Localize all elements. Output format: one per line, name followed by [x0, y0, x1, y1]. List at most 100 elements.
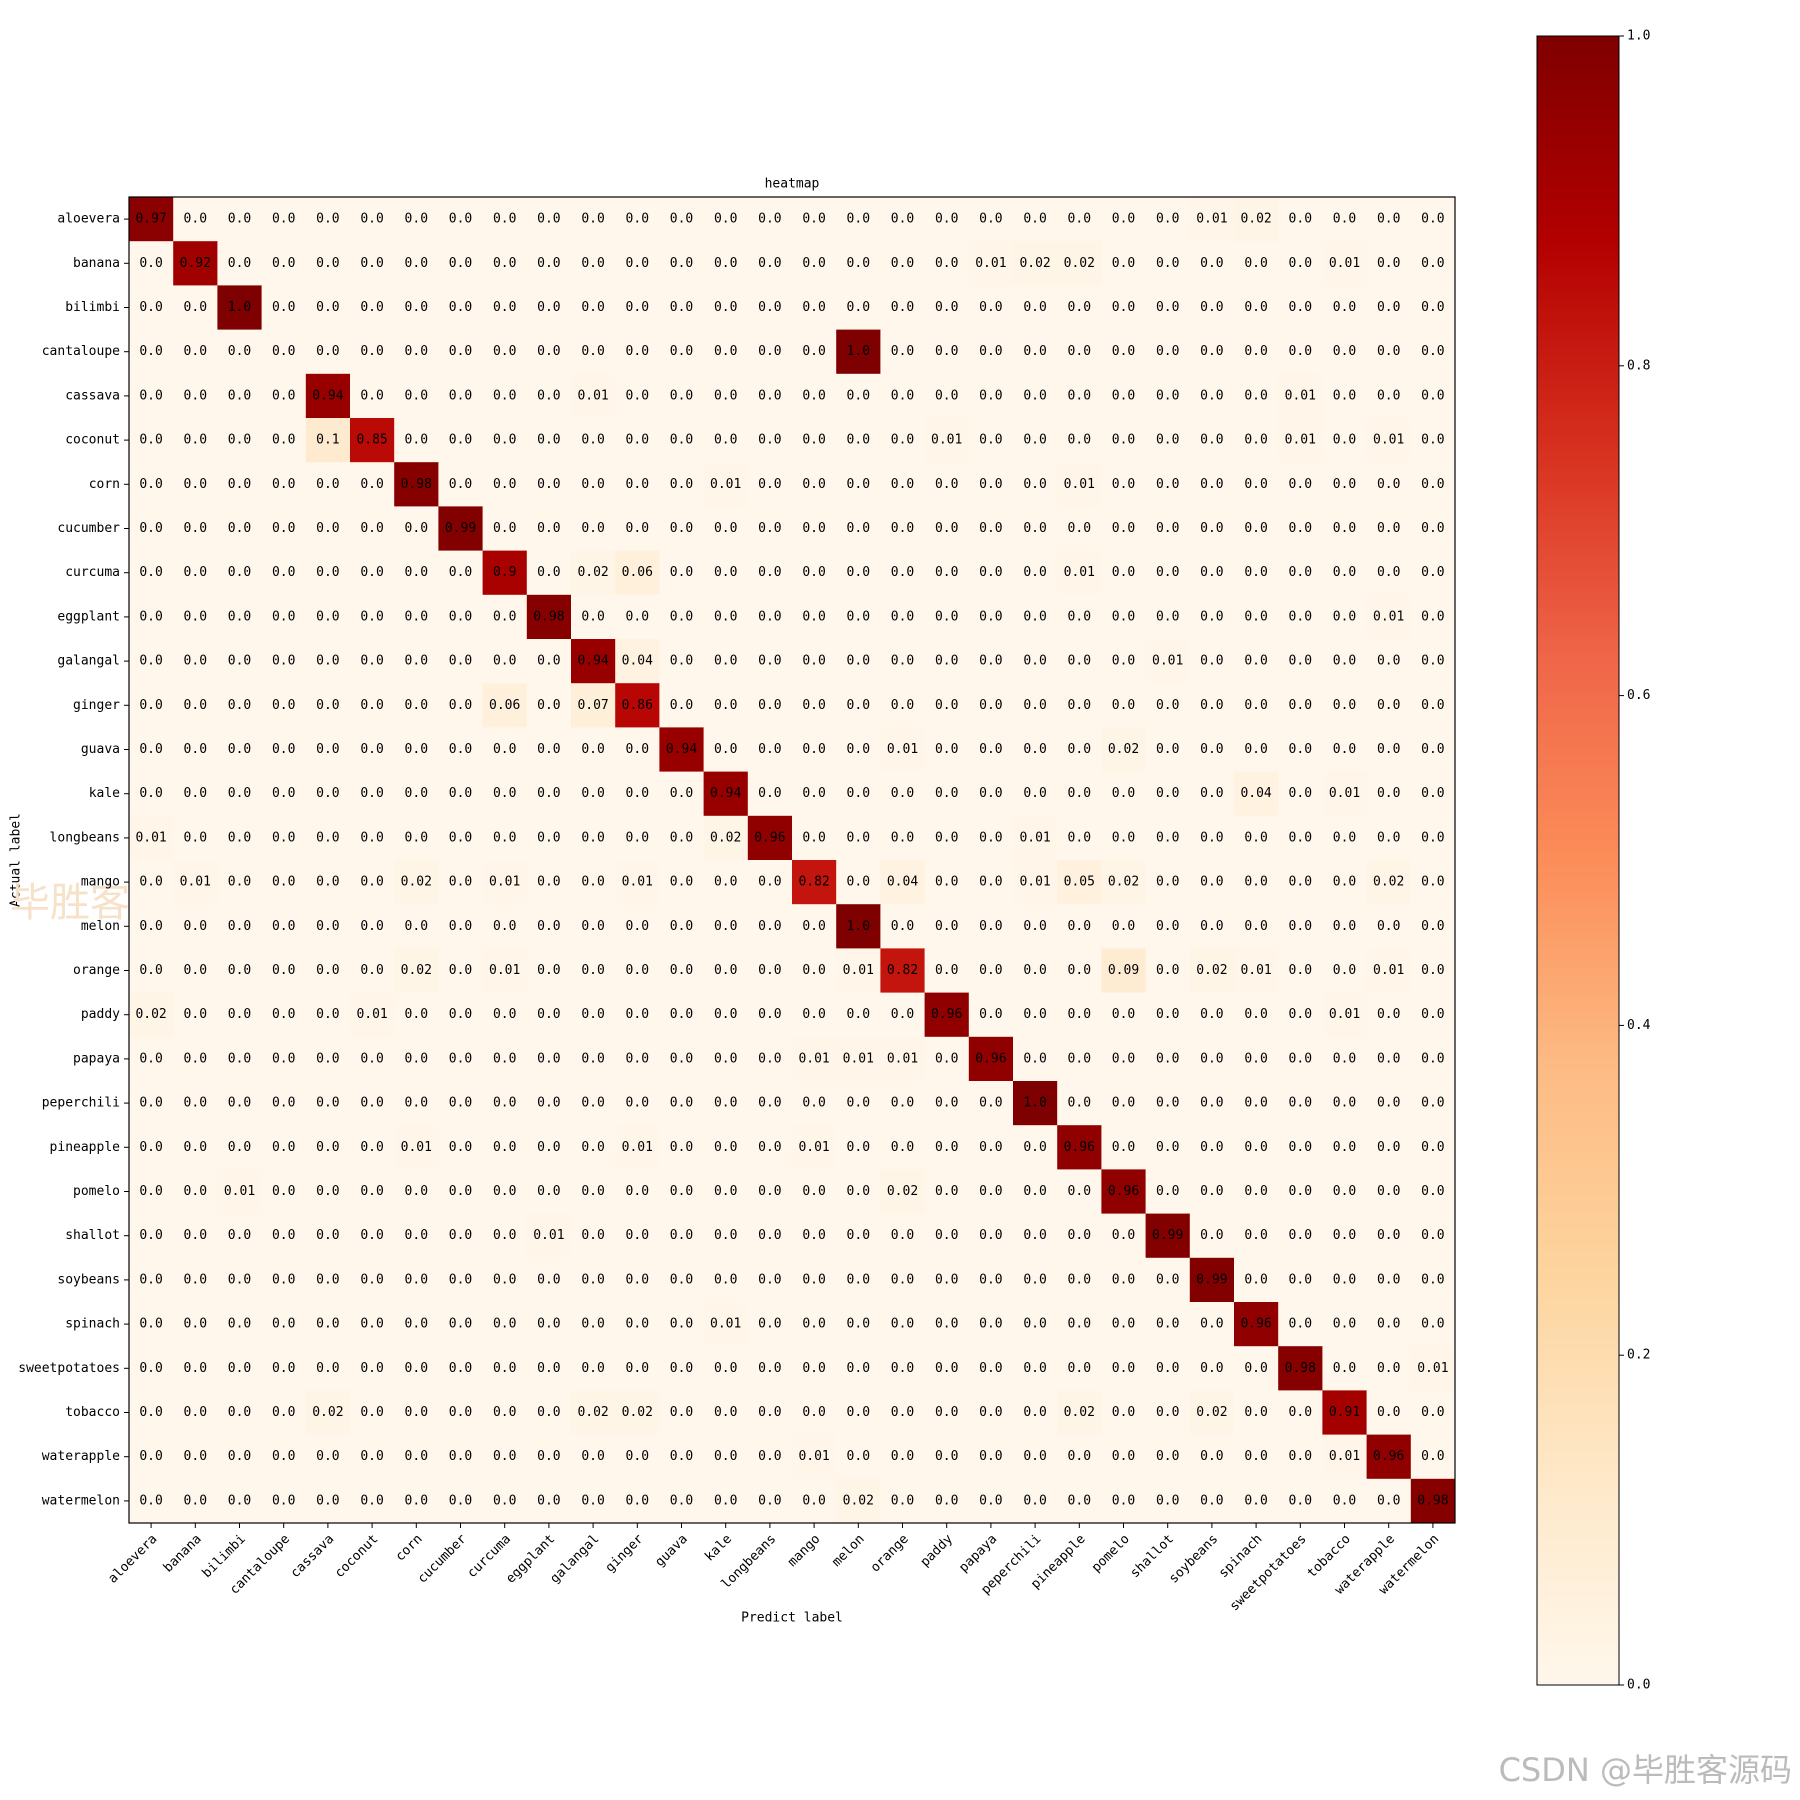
heatmap-cell: [1189, 948, 1235, 994]
colorbar-tick-label: 0.4: [1627, 1018, 1651, 1033]
heatmap-cell: [1366, 1478, 1412, 1524]
heatmap-cell: [1101, 727, 1147, 773]
heatmap-cell: [703, 948, 749, 994]
heatmap-cell: [1278, 1302, 1323, 1347]
cell-label: 0.0: [139, 654, 162, 669]
heatmap-cell: [792, 418, 837, 463]
heatmap-cell: [659, 904, 705, 949]
cell-label: 0.0: [184, 1405, 207, 1420]
heatmap-cell: [1278, 285, 1323, 331]
heatmap-cell: [659, 1169, 705, 1215]
heatmap-cell: [924, 904, 970, 949]
heatmap-cell: [1234, 594, 1279, 640]
cell-label: 0.0: [581, 1051, 604, 1066]
cell-label: 0.0: [847, 1184, 870, 1199]
heatmap-cell: [1278, 329, 1323, 375]
cell-label: 0.0: [847, 1007, 870, 1022]
heatmap-cell: [438, 1478, 484, 1524]
heatmap-cell: [747, 1346, 793, 1391]
cell-label: 0.0: [758, 433, 781, 448]
heatmap-cell: [968, 285, 1014, 331]
cell-label: 0.0: [405, 1361, 428, 1376]
cell-label: 0.0: [228, 963, 251, 978]
heatmap-cell: [217, 373, 263, 419]
heatmap-cell: [703, 1257, 749, 1303]
heatmap-cell: [1189, 1434, 1235, 1480]
heatmap-cell: [792, 506, 837, 552]
cell-label: 0.01: [489, 875, 520, 890]
cell-label: 0.0: [1421, 654, 1444, 669]
heatmap-cell: [438, 550, 484, 596]
heatmap-cell: [217, 197, 263, 242]
cell-label: 0.0: [758, 609, 781, 624]
cell-label: 0.0: [493, 1317, 516, 1332]
heatmap-cell: [1234, 418, 1279, 463]
cell-label: 0.0: [1244, 1096, 1267, 1111]
heatmap-cell: [129, 1302, 174, 1347]
cell-label: 0.0: [1156, 1493, 1179, 1508]
cell-label: 0.0: [935, 521, 958, 536]
heatmap-cell: [482, 860, 528, 905]
heatmap-cell: [659, 771, 705, 817]
cell-label: 0.0: [537, 875, 560, 890]
cell-label: 0.01: [401, 1140, 432, 1155]
cell-label: 0.0: [1112, 1449, 1135, 1464]
cell-label: 0.0: [1333, 1317, 1356, 1332]
cell-label: 0.0: [184, 1493, 207, 1508]
cell-label: 0.0: [802, 477, 825, 492]
cell-label: 0.0: [1421, 919, 1444, 934]
cell-label: 0.0: [802, 344, 825, 359]
cell-label: 0.0: [1377, 212, 1400, 227]
cell-label: 0.0: [802, 300, 825, 315]
cell-label: 0.0: [891, 565, 914, 580]
cell-label: 0.0: [581, 919, 604, 934]
cell-label: 0.0: [1023, 212, 1046, 227]
heatmap-cell: [305, 1213, 351, 1259]
cell-label: 0.0: [1244, 609, 1267, 624]
heatmap-cell: [1322, 1302, 1368, 1347]
heatmap-cell: [1410, 1257, 1456, 1303]
heatmap-cell: [1189, 904, 1235, 949]
cell-label: 0.0: [1289, 698, 1312, 713]
heatmap-cell: [1234, 1213, 1279, 1259]
heatmap-cell: [703, 285, 749, 331]
heatmap-cell: [792, 197, 837, 242]
cell-label: 0.0: [405, 1493, 428, 1508]
heatmap-cell: [703, 550, 749, 596]
heatmap-cell: [571, 727, 616, 773]
cell-label: 0.0: [405, 256, 428, 271]
cell-label: 0.0: [1156, 742, 1179, 757]
heatmap-cell: [1013, 815, 1058, 861]
heatmap-cell: [747, 904, 793, 949]
heatmap-cell: [1410, 462, 1456, 507]
heatmap-cell: [1101, 1169, 1147, 1215]
cell-label: 0.0: [1377, 654, 1400, 669]
cell-label: 0.0: [1156, 830, 1179, 845]
cell-label: 0.1: [316, 433, 339, 448]
heatmap-cell: [792, 683, 837, 728]
heatmap-cell: [1145, 197, 1191, 242]
heatmap-cell: [173, 1036, 218, 1082]
cell-label: 0.0: [537, 1493, 560, 1508]
heatmap-cell: [438, 1213, 484, 1259]
cell-label: 0.0: [714, 963, 737, 978]
heatmap-cell: [880, 1302, 926, 1347]
heatmap-cell: [1145, 1434, 1191, 1480]
cell-label: 0.0: [228, 1405, 251, 1420]
heatmap-cell: [438, 815, 484, 861]
heatmap-cell: [1101, 462, 1147, 507]
cell-label: 0.0: [537, 1317, 560, 1332]
cell-label: 0.0: [1333, 1140, 1356, 1155]
cell-label: 0.94: [710, 786, 741, 801]
cell-label: 0.0: [184, 1228, 207, 1243]
heatmap-cell: [571, 1346, 616, 1391]
heatmap-cell: [173, 904, 218, 949]
cell-label: 0.04: [887, 875, 918, 890]
cell-label: 0.0: [537, 1096, 560, 1111]
cell-label: 0.01: [798, 1140, 829, 1155]
heatmap-cell: [968, 639, 1014, 684]
cell-label: 0.0: [935, 919, 958, 934]
heatmap-cell: [836, 329, 881, 375]
heatmap-cell: [394, 1302, 439, 1347]
cell-label: 0.0: [405, 698, 428, 713]
